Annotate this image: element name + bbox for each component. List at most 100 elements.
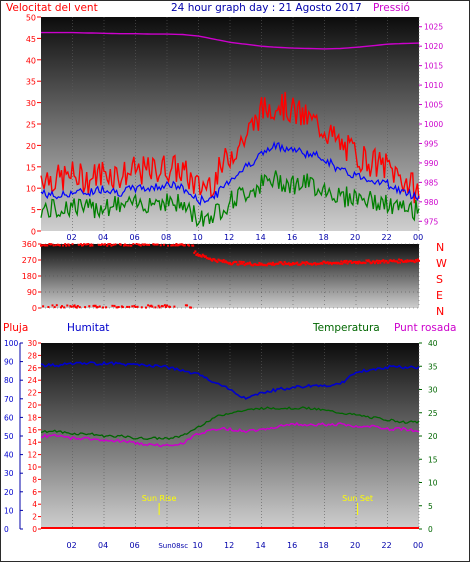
direction-point <box>209 257 211 260</box>
direction-point <box>88 305 91 308</box>
direction-point <box>199 255 202 258</box>
direction-point <box>379 261 382 264</box>
direction-point <box>47 306 50 308</box>
direction-point <box>271 263 273 266</box>
legend-rain: Pluja <box>3 322 28 334</box>
direction-point <box>220 259 223 262</box>
direction-point <box>177 244 180 247</box>
rain-tick-label: 16 <box>27 426 37 435</box>
direction-point <box>239 262 242 265</box>
direction-point <box>163 304 166 307</box>
direction-point <box>282 263 285 266</box>
direction-point <box>94 304 97 307</box>
direction-point <box>258 262 261 264</box>
compass-letter: E <box>436 289 443 302</box>
direction-point <box>190 306 193 309</box>
direction-point <box>256 263 259 266</box>
direction-point <box>260 262 263 265</box>
direction-point <box>252 264 255 267</box>
direction-point <box>359 261 362 264</box>
direction-tick-label: 270 <box>22 256 37 265</box>
direction-point <box>265 264 268 267</box>
direction-point <box>363 261 366 264</box>
wind-tick-label: 35 <box>26 78 36 87</box>
wind-tick-label: 0 <box>31 228 36 237</box>
direction-point <box>374 260 377 263</box>
direction-point <box>241 262 244 265</box>
direction-point <box>86 243 89 246</box>
direction-point <box>341 262 344 265</box>
direction-point <box>117 306 120 308</box>
direction-point <box>173 305 176 308</box>
direction-point <box>77 243 80 246</box>
direction-point <box>60 306 62 309</box>
direction-point <box>357 262 360 265</box>
direction-point <box>368 260 371 263</box>
direction-point <box>303 261 306 264</box>
direction-point <box>233 261 236 263</box>
direction-point <box>255 263 258 266</box>
direction-point <box>383 261 386 264</box>
direction-point <box>96 306 99 309</box>
direction-point <box>183 244 186 247</box>
humidity-tick-label: 80 <box>4 376 14 385</box>
direction-point <box>136 305 139 308</box>
sun-marker-label: Sun Set <box>342 494 373 503</box>
direction-point <box>293 263 295 265</box>
pressure-tick-label: 980 <box>424 198 439 207</box>
direction-point <box>125 244 127 247</box>
direction-point <box>116 306 119 309</box>
direction-point <box>65 244 68 247</box>
wind-x-tick-label: 22 <box>382 233 392 242</box>
rain-tick-label: 20 <box>27 401 37 410</box>
direction-point <box>106 244 109 247</box>
direction-point <box>376 259 378 262</box>
direction-point <box>141 243 144 246</box>
wind-x-tick-label: 06 <box>130 233 140 242</box>
direction-point <box>79 243 82 246</box>
direction-point <box>132 243 135 246</box>
pressure-axis: 975 980 985 990 995 1000 1005 1010 1015 1020 1025 <box>419 23 443 226</box>
sunrise-axis-marker: Sun08sc <box>158 542 188 550</box>
legend-dewpoint: Punt rosada <box>394 322 456 334</box>
direction-point <box>157 304 160 307</box>
wind-x-tick-label: 10 <box>193 233 203 242</box>
direction-point <box>204 255 207 258</box>
direction-point <box>242 261 245 263</box>
pressure-tick-label: 1000 <box>424 120 443 129</box>
direction-point <box>299 263 302 266</box>
direction-point <box>99 244 102 246</box>
direction-point <box>51 304 54 307</box>
direction-point <box>372 260 375 263</box>
direction-point <box>58 244 61 247</box>
direction-point <box>334 262 336 265</box>
direction-point <box>283 261 286 263</box>
rain-tick-label: 24 <box>27 376 37 385</box>
direction-point <box>57 243 60 246</box>
direction-point <box>369 262 372 265</box>
direction-point <box>201 253 204 256</box>
wind-gust-line <box>40 91 420 204</box>
wind-tick-label: 15 <box>26 163 36 172</box>
direction-point <box>146 243 149 246</box>
direction-point <box>329 262 332 264</box>
direction-point <box>89 244 92 247</box>
humidity-tick-label: 100 <box>4 339 19 348</box>
direction-point <box>156 243 159 246</box>
direction-point <box>313 262 315 265</box>
direction-point <box>231 263 234 266</box>
direction-point <box>314 262 317 265</box>
direction-point <box>405 260 408 263</box>
direction-point <box>143 243 146 246</box>
direction-point <box>167 244 169 247</box>
direction-point <box>42 305 45 308</box>
direction-point <box>269 262 272 265</box>
direction-point <box>53 306 56 309</box>
direction-point <box>197 254 200 257</box>
direction-point <box>326 261 329 264</box>
direction-point <box>398 258 401 261</box>
direction-point <box>78 306 81 309</box>
direction-point <box>48 243 51 245</box>
direction-point <box>130 244 133 247</box>
direction-point <box>264 264 267 267</box>
